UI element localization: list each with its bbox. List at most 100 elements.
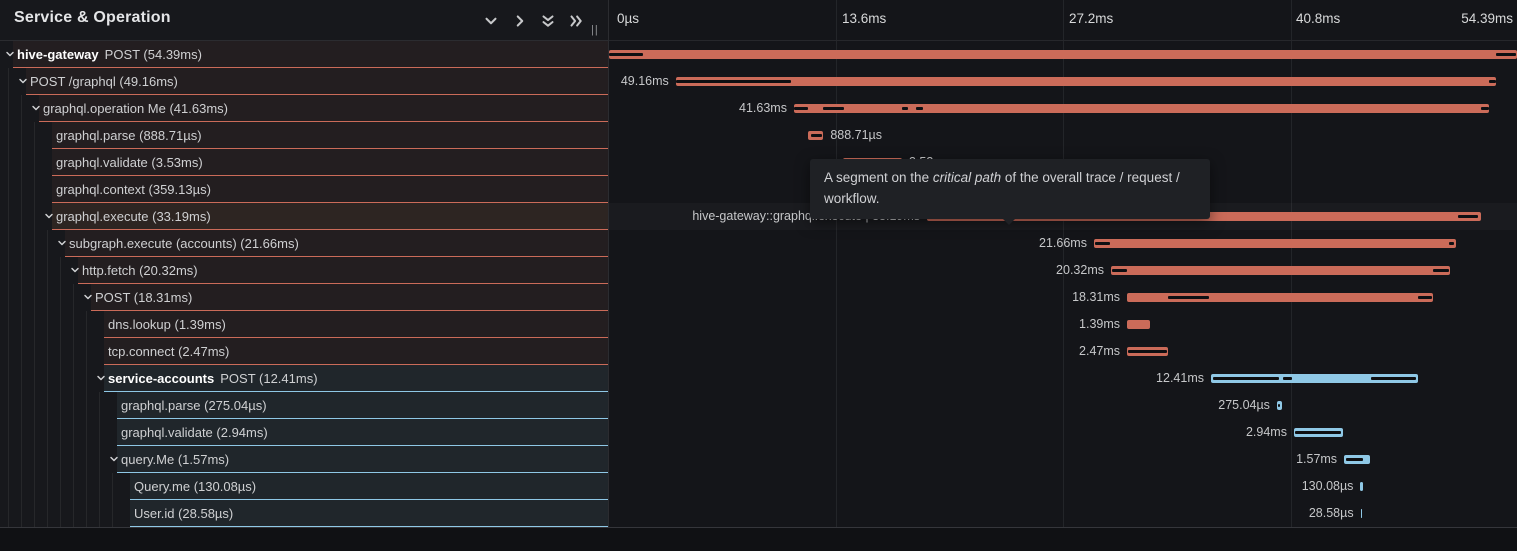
critical-path-segment [1167,296,1209,299]
collapse-chevron-icon[interactable] [17,75,29,87]
span-row-label[interactable]: User.id (28.58µs) [0,500,608,527]
row-tint [78,257,608,283]
span-bar[interactable] [793,104,1489,113]
collapse-chevron-icon[interactable] [108,453,120,465]
span-row-label[interactable]: http.fetch (20.32ms) [0,257,608,284]
collapse-chevron-icon[interactable] [82,291,94,303]
collapse-chevron-icon[interactable] [56,237,68,249]
indent-guide [8,392,9,419]
critical-path-segment [793,107,808,110]
span-row-label[interactable]: subgraph.execute (accounts) (21.66ms) [0,230,608,257]
collapse-chevron-icon[interactable] [69,264,81,276]
chevron-right-icon[interactable] [511,12,529,30]
indent-guide [34,419,35,446]
span-duration-label: 21.66ms [1039,236,1087,250]
indent-guide [99,473,100,500]
indent-guide [47,311,48,338]
indent-guide [34,473,35,500]
chevron-down-icon[interactable] [482,12,500,30]
span-row-label[interactable]: hive-gateway POST (54.39ms) [0,41,608,68]
span-bar[interactable] [1127,320,1151,329]
panel-title: Service & Operation [14,9,171,26]
indent-guide [8,338,9,365]
span-row-label[interactable]: graphql.context (359.13µs) [0,176,608,203]
panel-resize-handle[interactable]: || [591,24,599,36]
row-tint [104,338,608,364]
indent-guide [21,338,22,365]
span-row-label[interactable]: POST (18.31ms) [0,284,608,311]
span-name: graphql.operation Me (41.63ms) [43,100,228,116]
span-name: graphql.validate (3.53ms) [56,154,203,170]
span-bar[interactable] [1360,509,1363,518]
critical-path-segment [810,134,822,137]
span-row-label[interactable]: Query.me (130.08µs) [0,473,608,500]
collapse-chevron-icon[interactable] [95,372,107,384]
span-bar[interactable] [1360,482,1363,491]
span-bar[interactable] [1127,347,1169,356]
row-color-underline [91,310,608,311]
span-bar[interactable] [609,50,1517,59]
indent-guide [60,446,61,473]
span-name: dns.lookup (1.39ms) [108,316,226,332]
span-bar[interactable] [1293,428,1344,437]
span-bar[interactable] [1210,374,1419,383]
span-timeline-row: 21.66ms [609,230,1517,257]
span-timeline-row: 18.31ms [609,284,1517,311]
span-bar[interactable] [675,77,1497,86]
span-row-label[interactable]: graphql.operation Me (41.63ms) [0,95,608,122]
row-color-underline [39,121,608,122]
span-duration-label: 2.94ms [1245,425,1287,439]
collapse-chevron-icon[interactable] [43,210,55,222]
span-row-label[interactable]: tcp.connect (2.47ms) [0,338,608,365]
indent-guide [47,500,48,527]
row-color-underline [117,472,608,473]
span-bar[interactable] [1093,239,1456,248]
indent-guide [34,230,35,257]
row-tint [13,41,608,67]
indent-guide [47,473,48,500]
span-bar[interactable] [1110,266,1451,275]
indent-guide [47,446,48,473]
indent-guide [21,176,22,203]
double-chevron-down-icon[interactable] [539,12,557,30]
indent-guide [34,446,35,473]
row-color-underline [104,391,608,392]
indent-guide [21,95,22,122]
tick-0us: 0µs [617,11,640,26]
double-chevron-right-icon[interactable] [567,12,585,30]
row-tint [52,149,608,175]
span-duration-label: 275.04µs [1218,398,1270,412]
indent-guide [21,311,22,338]
span-name: POST /graphql (49.16ms) [30,73,178,89]
span-bar[interactable] [1344,455,1371,464]
span-row-label[interactable]: graphql.parse (888.71µs) [0,122,608,149]
indent-guide [86,365,87,392]
span-name: service-accounts POST (12.41ms) [108,370,318,386]
span-row-label[interactable]: graphql.validate (2.94ms) [0,419,608,446]
collapse-chevron-icon[interactable] [4,48,16,60]
critical-path-segment [1277,404,1280,407]
indent-guide [8,284,9,311]
span-row-label[interactable]: service-accounts POST (12.41ms) [0,365,608,392]
span-row-label[interactable]: POST /graphql (49.16ms) [0,68,608,95]
span-name: graphql.parse (888.71µs) [56,127,202,143]
span-row-label[interactable]: graphql.parse (275.04µs) [0,392,608,419]
critical-path-segment [1449,242,1454,245]
span-row-label[interactable]: dns.lookup (1.39ms) [0,311,608,338]
span-bar[interactable] [808,131,824,140]
service-operation-panel: Service & Operation || hive-gateway POST … [0,0,608,527]
collapse-chevron-icon[interactable] [30,102,42,114]
row-tint [39,95,608,121]
critical-path-segment [1345,458,1363,461]
span-name: graphql.validate (2.94ms) [121,424,268,440]
span-row-label[interactable]: query.Me (1.57ms) [0,446,608,473]
indent-guide [73,419,74,446]
span-row-label[interactable]: graphql.validate (3.53ms) [0,149,608,176]
span-bar[interactable] [1127,293,1433,302]
indent-guide [21,257,22,284]
span-bar[interactable] [1276,401,1282,410]
span-row-label[interactable]: graphql.execute (33.19ms) [0,203,608,230]
indent-guide [21,446,22,473]
span-name: Query.me (130.08µs) [134,478,257,494]
indent-guide [8,149,9,176]
